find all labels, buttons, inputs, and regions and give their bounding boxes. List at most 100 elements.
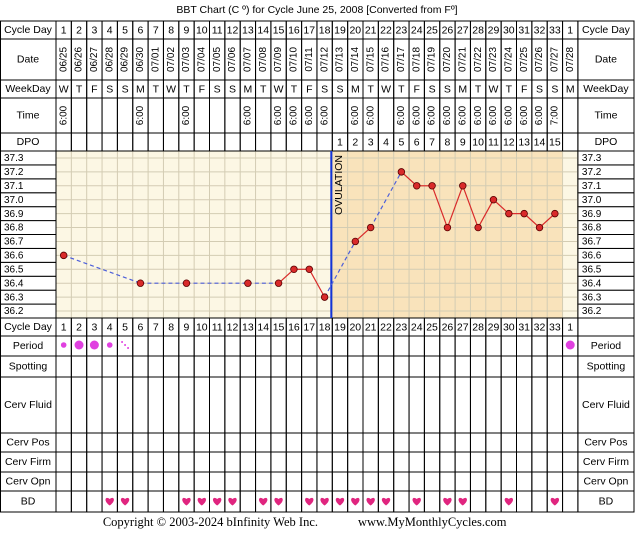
cycle-day: 25: [426, 24, 438, 36]
weekday: W: [166, 83, 176, 95]
website: www.MyMonthlyCycles.com: [358, 515, 507, 529]
cell: [101, 355, 118, 378]
phase-bg: [178, 151, 195, 318]
cycle-day: 20: [349, 24, 361, 36]
cell: [531, 451, 548, 473]
weekday: F: [199, 83, 205, 95]
cell: [331, 335, 349, 357]
cell: [423, 471, 441, 492]
cycle-day: 26: [442, 321, 454, 333]
cell: [500, 376, 517, 434]
temp-point: [520, 209, 528, 218]
chart-border: [55, 150, 579, 319]
cell: [377, 376, 395, 434]
cycle-day: 19: [334, 24, 346, 36]
cell: [408, 471, 425, 492]
bd-heart: [305, 497, 314, 506]
cell: [316, 376, 333, 434]
cell: [86, 355, 103, 378]
cell: [70, 355, 88, 378]
cell: [531, 490, 548, 513]
cell: [209, 471, 226, 492]
cell: [377, 471, 395, 492]
date: 07/11: [304, 47, 315, 72]
cell: [132, 376, 149, 434]
cell: [423, 490, 441, 513]
cell: [101, 132, 118, 152]
phase-bg: [501, 151, 517, 318]
cell: [285, 490, 303, 513]
cell: [116, 376, 134, 434]
dpo: 12: [503, 136, 515, 148]
cycle-day: 30: [503, 321, 515, 333]
cell: [86, 471, 103, 492]
cell: [408, 376, 425, 434]
cell: [162, 490, 180, 513]
row-label: Cycle Day: [4, 321, 53, 333]
cell: [209, 97, 226, 134]
cell: [439, 376, 456, 434]
cycle-day: 4: [107, 24, 113, 36]
time: 6:00: [396, 105, 407, 125]
cycle-day: 10: [196, 24, 208, 36]
time: 6:00: [519, 105, 530, 125]
weekday: T: [76, 83, 83, 95]
cell: [516, 335, 533, 357]
cell: [454, 451, 471, 473]
cell: [116, 355, 134, 378]
cell: [393, 471, 410, 492]
cell: [516, 376, 533, 434]
phase-bg: [439, 151, 456, 318]
cell: [270, 451, 287, 473]
cell: [209, 335, 226, 357]
cell: [301, 132, 318, 152]
cell: [531, 376, 548, 434]
cycle-day: 29: [488, 24, 500, 36]
cycle-day: 18: [319, 321, 331, 333]
cycle-day: 8: [168, 24, 174, 36]
cell: [132, 132, 149, 152]
cell: [86, 490, 103, 513]
row-label: Date: [595, 53, 617, 65]
date: 07/28: [565, 47, 576, 72]
weekday: S: [536, 83, 543, 95]
y-tick-label: 36.3: [582, 292, 602, 303]
cell: [423, 355, 441, 378]
cell: [209, 376, 226, 434]
cell: [285, 355, 303, 378]
cell: [255, 432, 272, 453]
y-tick-label: 36.5: [582, 264, 602, 275]
cell: [347, 432, 364, 453]
cell: [316, 335, 333, 357]
cell: [439, 451, 456, 473]
date: 06/29: [120, 47, 131, 72]
phase-bg: [56, 151, 72, 318]
row-label: Period: [13, 340, 44, 352]
y-tick-label: 37.0: [4, 195, 24, 206]
cell: [193, 376, 210, 434]
weekday: W: [274, 83, 284, 95]
row-label: Cerv Firm: [583, 456, 629, 468]
cycle-day: 12: [227, 321, 239, 333]
cell: [454, 432, 471, 453]
temp-point: [428, 182, 436, 190]
cell: [132, 471, 149, 492]
bd-heart: [458, 497, 467, 506]
cycle-day: 22: [380, 24, 392, 36]
cell: [55, 490, 72, 513]
weekday: M: [458, 83, 467, 95]
cell: [132, 355, 149, 378]
cycle-day: 32: [534, 24, 546, 36]
cell: [270, 376, 287, 434]
cell: [224, 97, 241, 134]
cycle-day: 8: [168, 321, 174, 333]
time: 6:00: [488, 105, 499, 125]
phase-bg: [424, 151, 440, 318]
phase-bg: [132, 151, 149, 318]
phase-bg: [86, 151, 103, 318]
bd-heart: [182, 497, 191, 506]
cell: [454, 355, 471, 378]
weekday: S: [429, 83, 436, 95]
cell: [162, 335, 180, 357]
time: 6:00: [365, 105, 376, 125]
